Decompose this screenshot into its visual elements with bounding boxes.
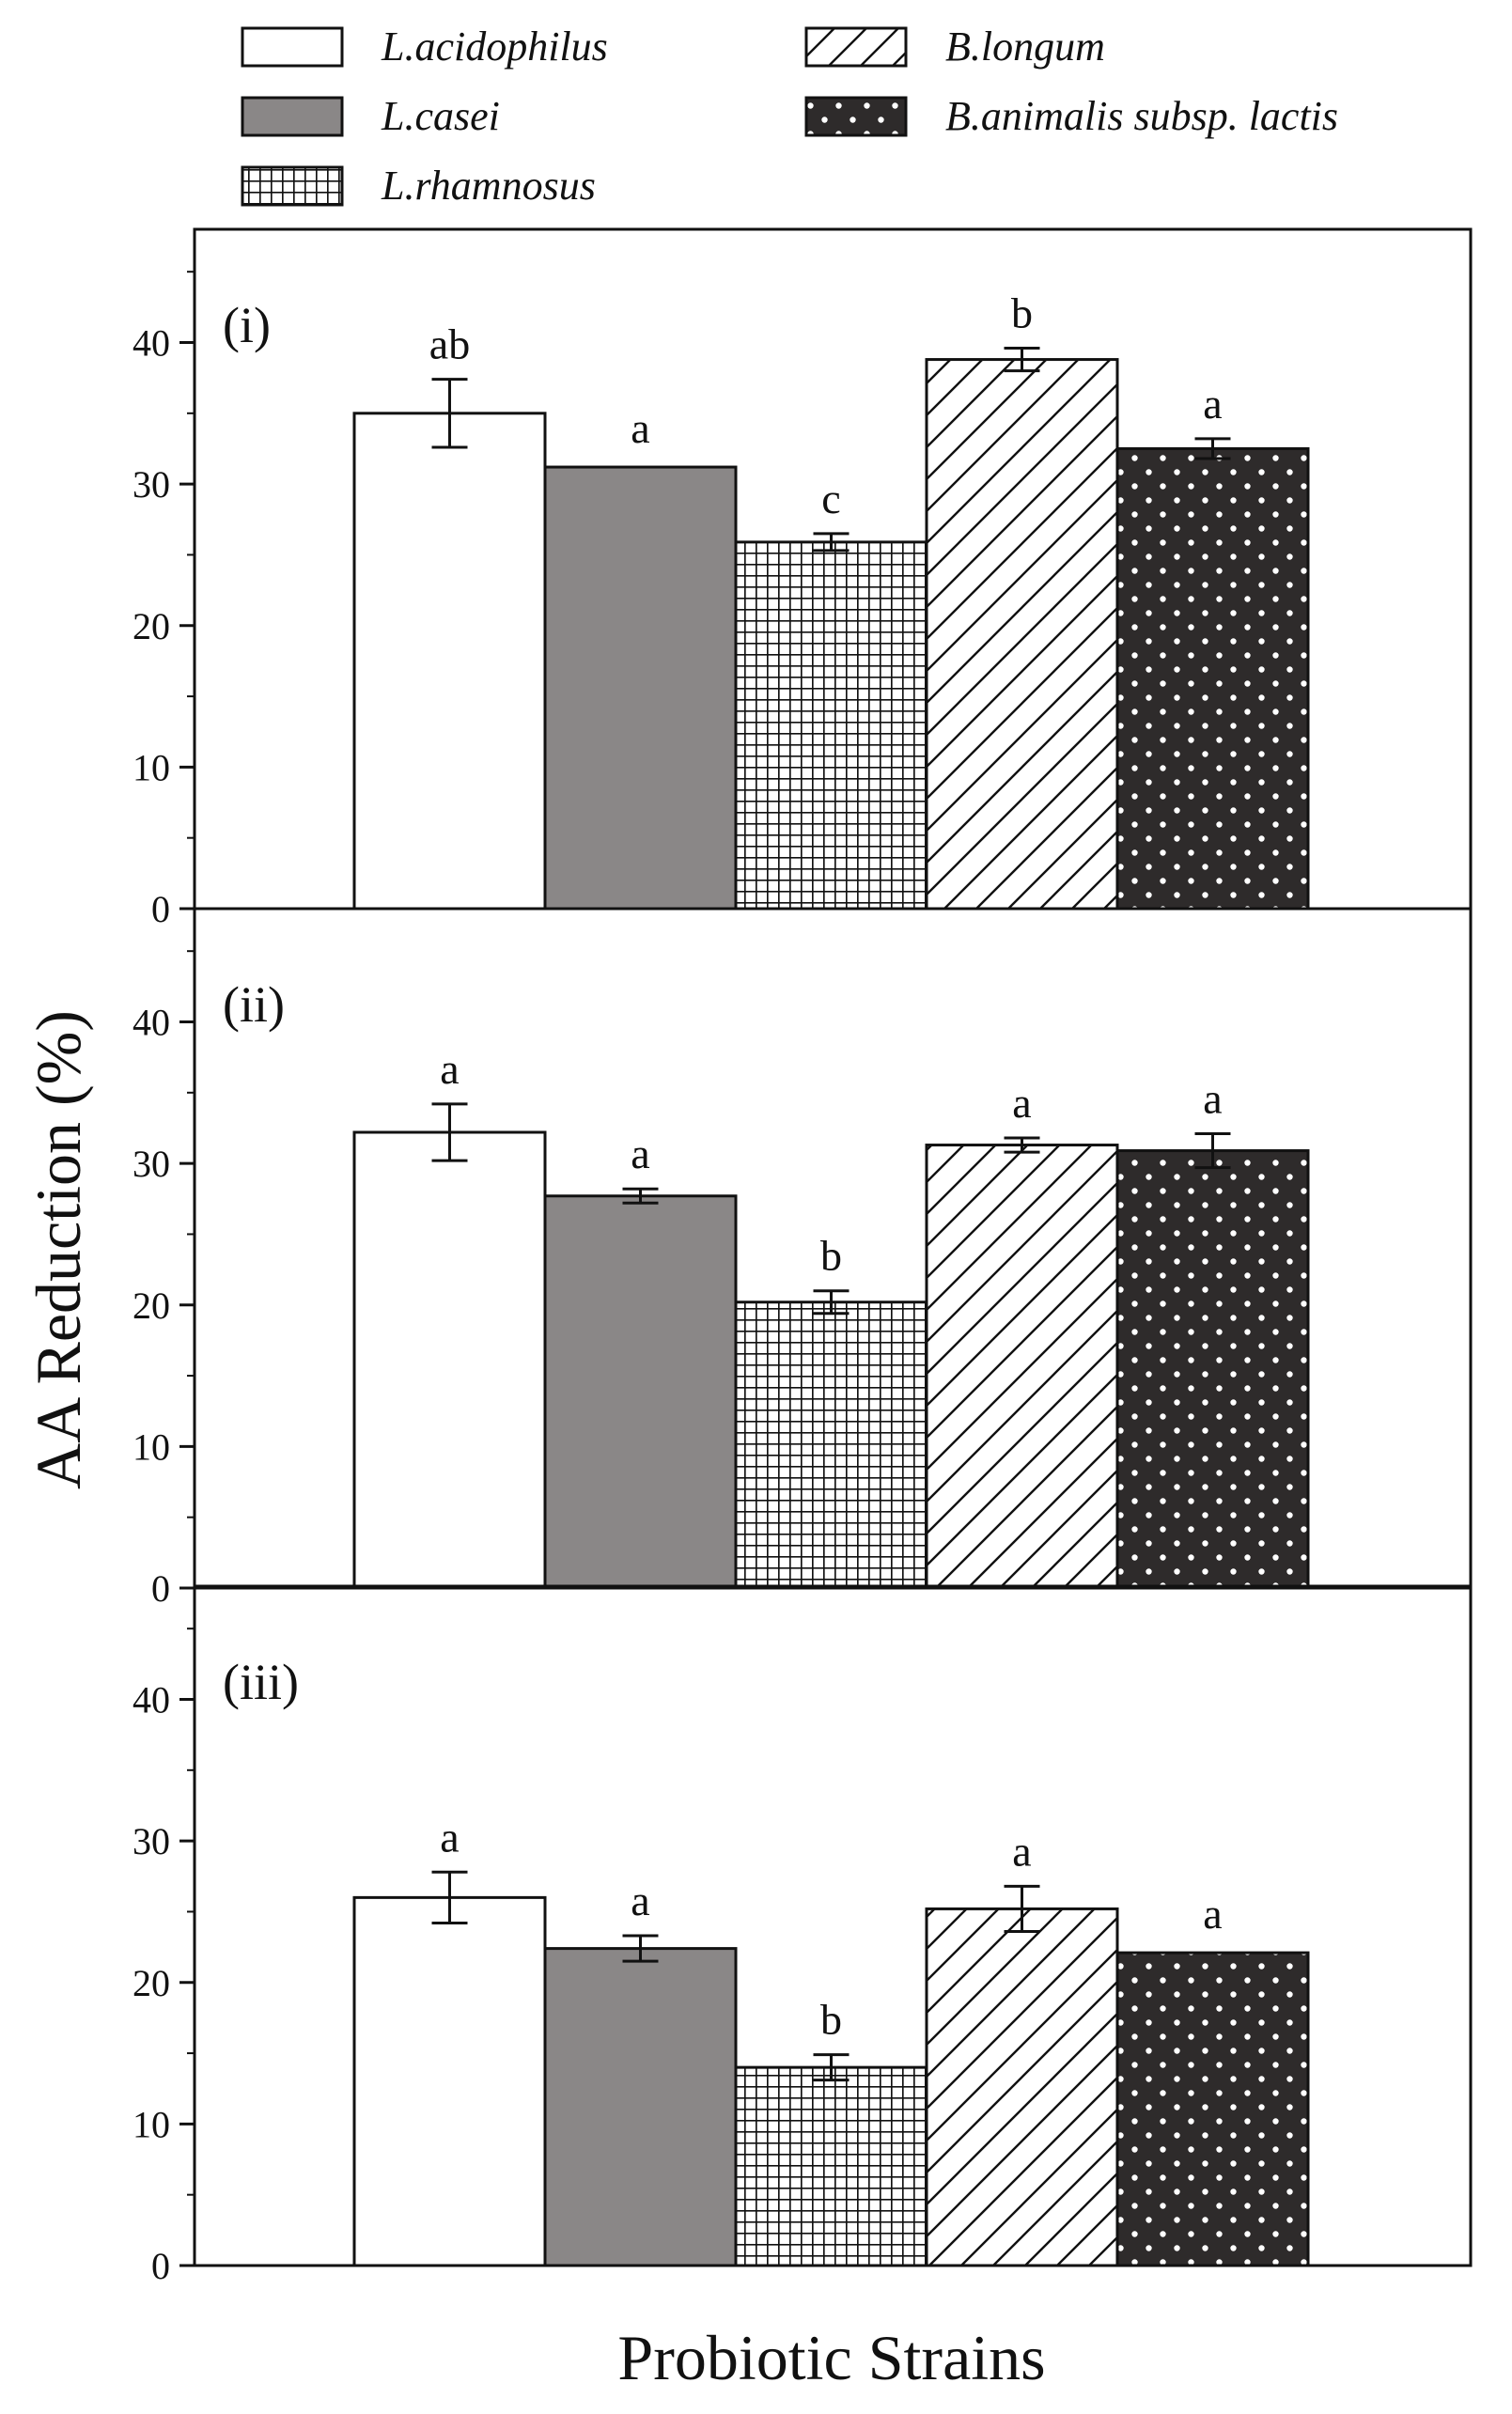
bar-b-animalis-subsp-lactis bbox=[1115, 446, 1310, 911]
significance-label: a bbox=[631, 1877, 649, 1924]
bar-b-longum bbox=[925, 1907, 1119, 2267]
y-tick-label: 0 bbox=[151, 1567, 170, 1610]
y-tick-label: 40 bbox=[132, 1002, 170, 1044]
bar-l-casei bbox=[543, 1947, 738, 2267]
error-bar-l-casei bbox=[622, 1187, 659, 1205]
significance-label: ab bbox=[429, 320, 470, 368]
legend-item-b-animalis-subsp-lactis: B.animalis subsp. lactis bbox=[804, 93, 1338, 139]
significance-label: a bbox=[1203, 1890, 1222, 1938]
significance-label: b bbox=[1011, 289, 1033, 337]
bar-b-animalis-subsp-lactis bbox=[1115, 1149, 1310, 1590]
significance-label: a bbox=[1203, 1074, 1222, 1122]
legend-item-l-rhamnosus: L.rhamnosus bbox=[241, 163, 596, 209]
y-axis-title: AA Reduction (%) bbox=[23, 1010, 94, 1489]
legend-swatch bbox=[804, 26, 908, 68]
legend-label: L.rhamnosus bbox=[381, 163, 596, 209]
legend-item-l-casei: L.casei bbox=[241, 93, 500, 139]
legend-label: L.acidophilus bbox=[381, 23, 608, 70]
y-tick-label: 0 bbox=[151, 2245, 170, 2287]
error-bar-b-longum bbox=[1004, 1136, 1040, 1154]
y-tick-label: 20 bbox=[132, 1285, 170, 1327]
bar-b-longum bbox=[925, 358, 1119, 911]
panel-1: 0 10 20 30 40 (i) ab a c b a bbox=[132, 227, 1473, 930]
bar-l-casei bbox=[543, 1194, 738, 1590]
panel-label: (i) bbox=[223, 297, 271, 353]
significance-label: a bbox=[1203, 380, 1222, 428]
significance-label: c bbox=[821, 475, 840, 522]
error-bar-l-acidophilus bbox=[431, 1102, 468, 1162]
bar-l-rhamnosus bbox=[734, 2065, 928, 2267]
y-tick-label: 40 bbox=[132, 1679, 170, 1721]
significance-label: b bbox=[820, 1232, 842, 1280]
significance-label: a bbox=[440, 1045, 459, 1093]
y-tick-label: 10 bbox=[132, 1425, 170, 1468]
y-tick-label: 20 bbox=[132, 1962, 170, 2004]
y-tick-label: 30 bbox=[132, 1143, 170, 1185]
significance-label: a bbox=[631, 1129, 649, 1177]
y-tick-label: 30 bbox=[132, 463, 170, 506]
error-bar-l-rhamnosus bbox=[813, 1289, 850, 1316]
significance-label: a bbox=[631, 404, 649, 452]
bar-b-longum bbox=[925, 1144, 1119, 1590]
legend-swatch bbox=[241, 96, 344, 137]
error-bar-l-acidophilus bbox=[431, 378, 468, 449]
significance-label: b bbox=[820, 1996, 842, 2044]
error-bar-l-casei bbox=[622, 1934, 659, 1963]
legend-swatch bbox=[804, 96, 908, 137]
legend-swatch bbox=[241, 165, 344, 207]
error-bar-b-animalis-subsp-lactis bbox=[1194, 1131, 1231, 1170]
legend-item-b-longum: B.longum bbox=[804, 23, 1105, 70]
y-tick-label: 10 bbox=[132, 746, 170, 788]
bar-l-rhamnosus bbox=[734, 540, 928, 911]
bar-l-acidophilus bbox=[352, 412, 547, 911]
y-tick-label: 20 bbox=[132, 605, 170, 647]
panel-label: (iii) bbox=[223, 1654, 299, 1710]
panel-3: 0 10 20 30 40 (iii) a a b a a bbox=[132, 1584, 1473, 2287]
error-bar-b-animalis-subsp-lactis bbox=[1194, 437, 1231, 460]
legend-swatch bbox=[241, 26, 344, 68]
x-axis-title: Probiotic Strains bbox=[617, 2322, 1045, 2393]
error-bar-l-acidophilus bbox=[431, 1870, 468, 1924]
panel-label: (ii) bbox=[223, 976, 285, 1033]
error-bar-l-rhamnosus bbox=[813, 532, 850, 553]
bar-l-acidophilus bbox=[352, 1130, 547, 1590]
y-tick-label: 0 bbox=[151, 888, 170, 930]
legend-label: B.animalis subsp. lactis bbox=[945, 93, 1338, 139]
y-tick-label: 40 bbox=[132, 322, 170, 365]
significance-label: a bbox=[1012, 1079, 1031, 1127]
bar-b-animalis-subsp-lactis bbox=[1115, 1951, 1310, 2267]
legend-label: L.casei bbox=[381, 93, 500, 139]
significance-label: a bbox=[440, 1813, 459, 1861]
bar-l-rhamnosus bbox=[734, 1300, 928, 1590]
bar-l-casei bbox=[543, 465, 738, 911]
y-tick-label: 10 bbox=[132, 2103, 170, 2145]
error-bar-l-rhamnosus bbox=[813, 2053, 850, 2082]
legend-label: B.longum bbox=[945, 23, 1105, 70]
legend-item-l-acidophilus: L.acidophilus bbox=[241, 23, 608, 70]
bar-l-acidophilus bbox=[352, 1895, 547, 2267]
error-bar-b-longum bbox=[1004, 1884, 1040, 1934]
panel-2: 0 10 20 30 40 (ii) a a b a a bbox=[132, 907, 1473, 1610]
legend: L.acidophilus L.casei L.rhamnosus B.longum B… bbox=[241, 23, 1338, 209]
significance-label: a bbox=[1012, 1827, 1031, 1875]
error-bar-b-longum bbox=[1004, 347, 1040, 373]
y-tick-label: 30 bbox=[132, 1820, 170, 1862]
